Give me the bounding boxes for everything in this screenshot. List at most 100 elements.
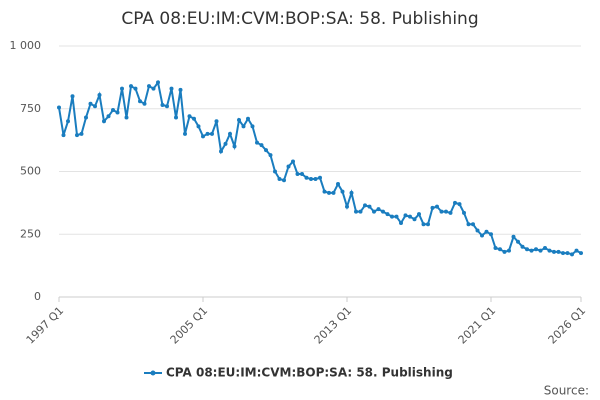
- y-tick-label: 250: [20, 227, 41, 240]
- data-point: [147, 84, 151, 89]
- data-point: [273, 169, 277, 174]
- data-point: [345, 204, 349, 209]
- data-point: [174, 115, 178, 120]
- legend-label: CPA 08:EU:IM:CVM:BOP:SA: 58. Publishing: [166, 366, 453, 380]
- data-point: [169, 86, 174, 91]
- data-point: [444, 209, 448, 214]
- data-point: [511, 234, 516, 239]
- data-point: [115, 110, 120, 115]
- data-point: [160, 102, 165, 107]
- data-point: [354, 209, 358, 214]
- data-point: [151, 86, 156, 91]
- data-point: [322, 189, 327, 194]
- data-point: [529, 248, 534, 253]
- data-point: [471, 222, 475, 227]
- data-point: [264, 148, 268, 153]
- data-point: [525, 247, 529, 252]
- data-point: [255, 140, 259, 145]
- data-point: [133, 86, 138, 91]
- data-point: [421, 222, 426, 227]
- data-point: [453, 200, 457, 205]
- data-point: [385, 212, 390, 217]
- data-point: [412, 217, 417, 222]
- data-point: [304, 175, 309, 180]
- x-tick-label: 1997 Q1: [24, 304, 67, 347]
- data-point: [327, 190, 331, 195]
- data-point: [282, 178, 286, 183]
- data-point: [196, 124, 201, 129]
- x-tick-label: 2026 Q1: [546, 304, 589, 347]
- data-point: [183, 131, 187, 136]
- data-point: [187, 114, 192, 119]
- data-point: [579, 251, 583, 256]
- data-point: [102, 119, 106, 124]
- data-point: [498, 247, 502, 252]
- data-point: [547, 248, 552, 253]
- data-point: [277, 177, 282, 182]
- data-point: [84, 115, 88, 120]
- data-point: [138, 99, 142, 104]
- data-point: [129, 84, 133, 89]
- x-tick-label: 2021 Q1: [456, 304, 499, 347]
- data-point: [309, 177, 313, 182]
- data-point: [376, 207, 381, 212]
- data-point: [484, 229, 489, 234]
- source: Source:: [544, 384, 589, 398]
- data-point: [574, 248, 579, 253]
- data-point: [120, 86, 124, 91]
- data-point: [381, 209, 385, 214]
- data-point: [394, 214, 399, 219]
- data-point: [259, 143, 264, 148]
- data-point: [165, 104, 169, 109]
- data-point: [426, 222, 430, 227]
- data-point: [493, 246, 498, 251]
- data-point: [228, 131, 232, 136]
- data-point: [538, 248, 543, 253]
- data-point: [363, 203, 367, 208]
- data-point: [79, 131, 84, 136]
- y-tick-label: 1 000: [10, 39, 42, 52]
- data-point: [435, 204, 439, 209]
- data-point: [97, 92, 102, 97]
- data-point: [430, 205, 435, 210]
- data-point: [70, 94, 75, 99]
- data-point: [336, 182, 340, 187]
- data-point: [466, 222, 471, 227]
- data-point: [480, 233, 484, 238]
- data-point: [237, 118, 241, 123]
- data-point: [318, 175, 322, 180]
- data-point: [268, 153, 273, 158]
- data-point: [214, 119, 219, 124]
- data-point: [543, 246, 547, 251]
- data-point: [291, 159, 295, 164]
- data-point: [106, 114, 111, 119]
- data-point: [178, 87, 183, 92]
- data-point: [246, 116, 250, 121]
- data-point: [295, 172, 300, 177]
- data-point: [556, 249, 561, 254]
- legend-marker: [150, 370, 156, 376]
- data-point: [331, 190, 336, 195]
- chart-title: CPA 08:EU:IM:CVM:BOP:SA: 58. Publishing: [121, 9, 478, 29]
- data-point: [534, 247, 538, 252]
- data-point: [61, 133, 66, 138]
- data-point: [516, 239, 520, 244]
- data-point: [475, 228, 480, 233]
- data-point: [241, 124, 246, 129]
- series-line: [58, 79, 582, 256]
- data-point: [219, 149, 223, 154]
- data-point: [349, 190, 354, 195]
- data-point: [570, 252, 574, 257]
- data-point: [111, 108, 115, 113]
- data-point: [565, 251, 570, 256]
- data-point: [75, 133, 79, 138]
- data-point: [250, 124, 255, 129]
- data-point: [300, 172, 304, 177]
- data-point: [552, 249, 556, 254]
- data-point: [210, 131, 214, 136]
- x-tick-label: 2005 Q1: [168, 304, 211, 347]
- data-point: [408, 214, 412, 219]
- y-tick-label: 0: [34, 290, 41, 303]
- data-point: [142, 101, 147, 106]
